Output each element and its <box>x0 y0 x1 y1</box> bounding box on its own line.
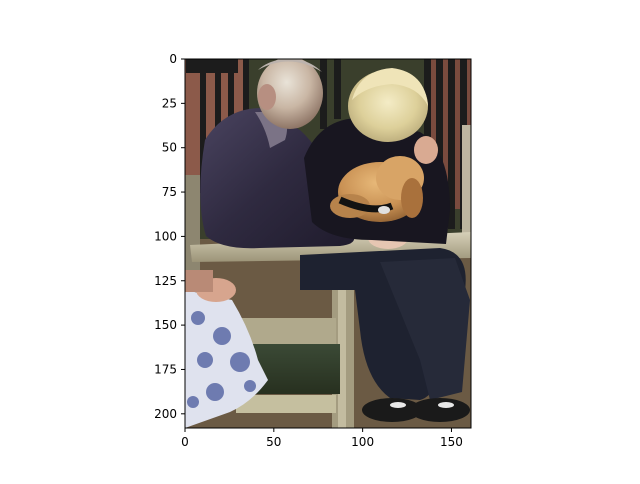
y-tick-label: 200 <box>154 407 177 421</box>
side-person <box>185 270 268 428</box>
bench <box>185 175 471 428</box>
y-tick-label: 150 <box>154 318 177 332</box>
x-tick-label: 50 <box>266 435 281 449</box>
y-axis: 0 25 50 75 100 125 150 175 200 <box>154 52 185 421</box>
y-tick-label: 25 <box>162 96 177 110</box>
dog <box>330 156 424 222</box>
y-tick-label: 175 <box>154 362 177 376</box>
x-tick-label: 100 <box>351 435 374 449</box>
y-tick-label: 75 <box>162 185 177 199</box>
x-tick-label: 150 <box>440 435 463 449</box>
y-tick-label: 0 <box>169 52 177 66</box>
axes-frame <box>184 58 472 429</box>
y-tick-label: 50 <box>162 141 177 155</box>
y-tick-label: 125 <box>154 274 177 288</box>
y-tick-label: 100 <box>154 229 177 243</box>
x-axis: 0 50 100 150 <box>181 428 463 449</box>
photo <box>185 59 471 428</box>
x-tick-label: 0 <box>181 435 189 449</box>
